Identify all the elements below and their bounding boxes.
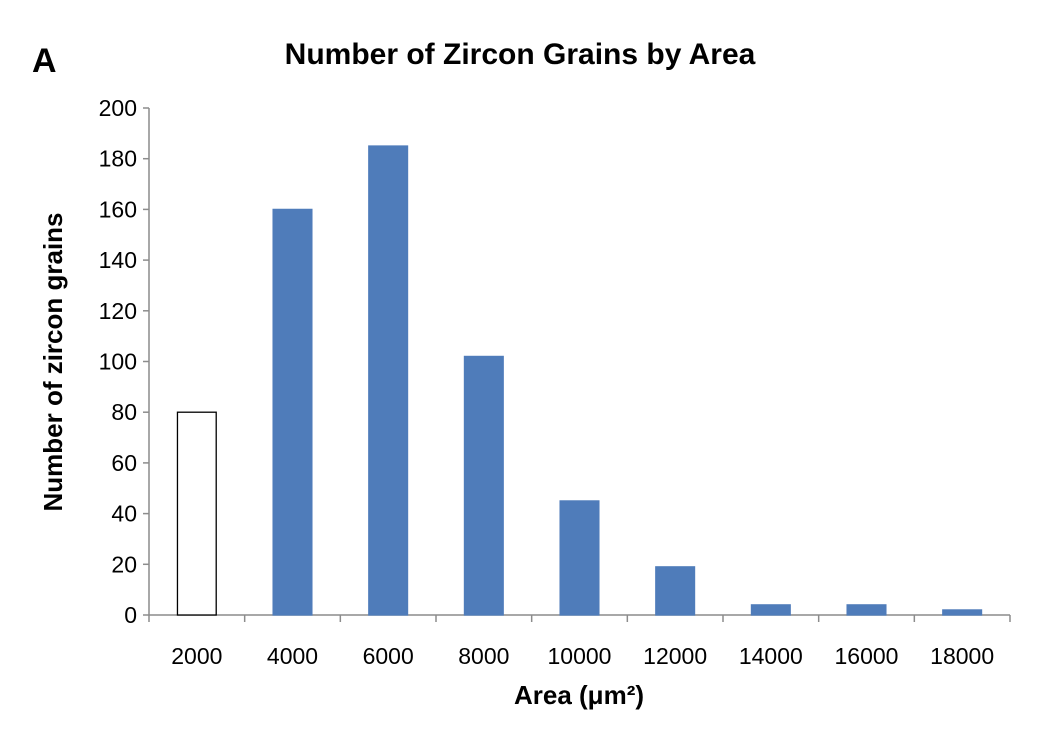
x-tick-label: 14000 [739,643,803,669]
x-tick-label: 18000 [930,643,994,669]
x-tick-label: 16000 [835,643,899,669]
y-axis: 0 20 40 60 80 100 120 140 160 180 200 [99,95,150,628]
y-tick-label: 40 [111,501,137,527]
x-tick-label: 8000 [458,643,509,669]
y-tick-label: 160 [99,196,137,222]
y-tick-label: 140 [99,247,137,273]
chart-title: Number of Zircon Grains by Area [285,38,756,71]
x-tick-label: 2000 [171,643,222,669]
bar [942,609,983,616]
x-tick-label: 12000 [643,643,707,669]
bar [846,604,887,616]
bar [559,500,600,616]
bar [368,145,409,616]
panel-label: A [32,42,57,80]
y-tick-label: 80 [111,399,137,425]
y-tick-label: 120 [99,298,137,324]
y-tick-label: 180 [99,146,137,172]
bar [463,355,504,616]
bar [655,566,696,616]
x-tick-label: 4000 [267,643,318,669]
x-tick-label: 6000 [363,643,414,669]
bar [750,604,791,616]
bar [176,411,217,616]
y-tick-label: 200 [99,95,137,121]
bar-series [176,145,983,616]
x-axis-title: Area (μm²) [514,680,644,710]
bar [272,208,313,616]
x-axis: 2000 4000 6000 8000 10000 12000 14000 16000 1800… [148,614,1011,669]
y-tick-label: 20 [111,551,137,577]
y-tick-label: 0 [124,602,137,628]
y-tick-label: 60 [111,450,137,476]
y-axis-title: Number of zircon grains [38,212,68,511]
y-tick-label: 100 [99,349,137,375]
x-tick-label: 10000 [548,643,612,669]
